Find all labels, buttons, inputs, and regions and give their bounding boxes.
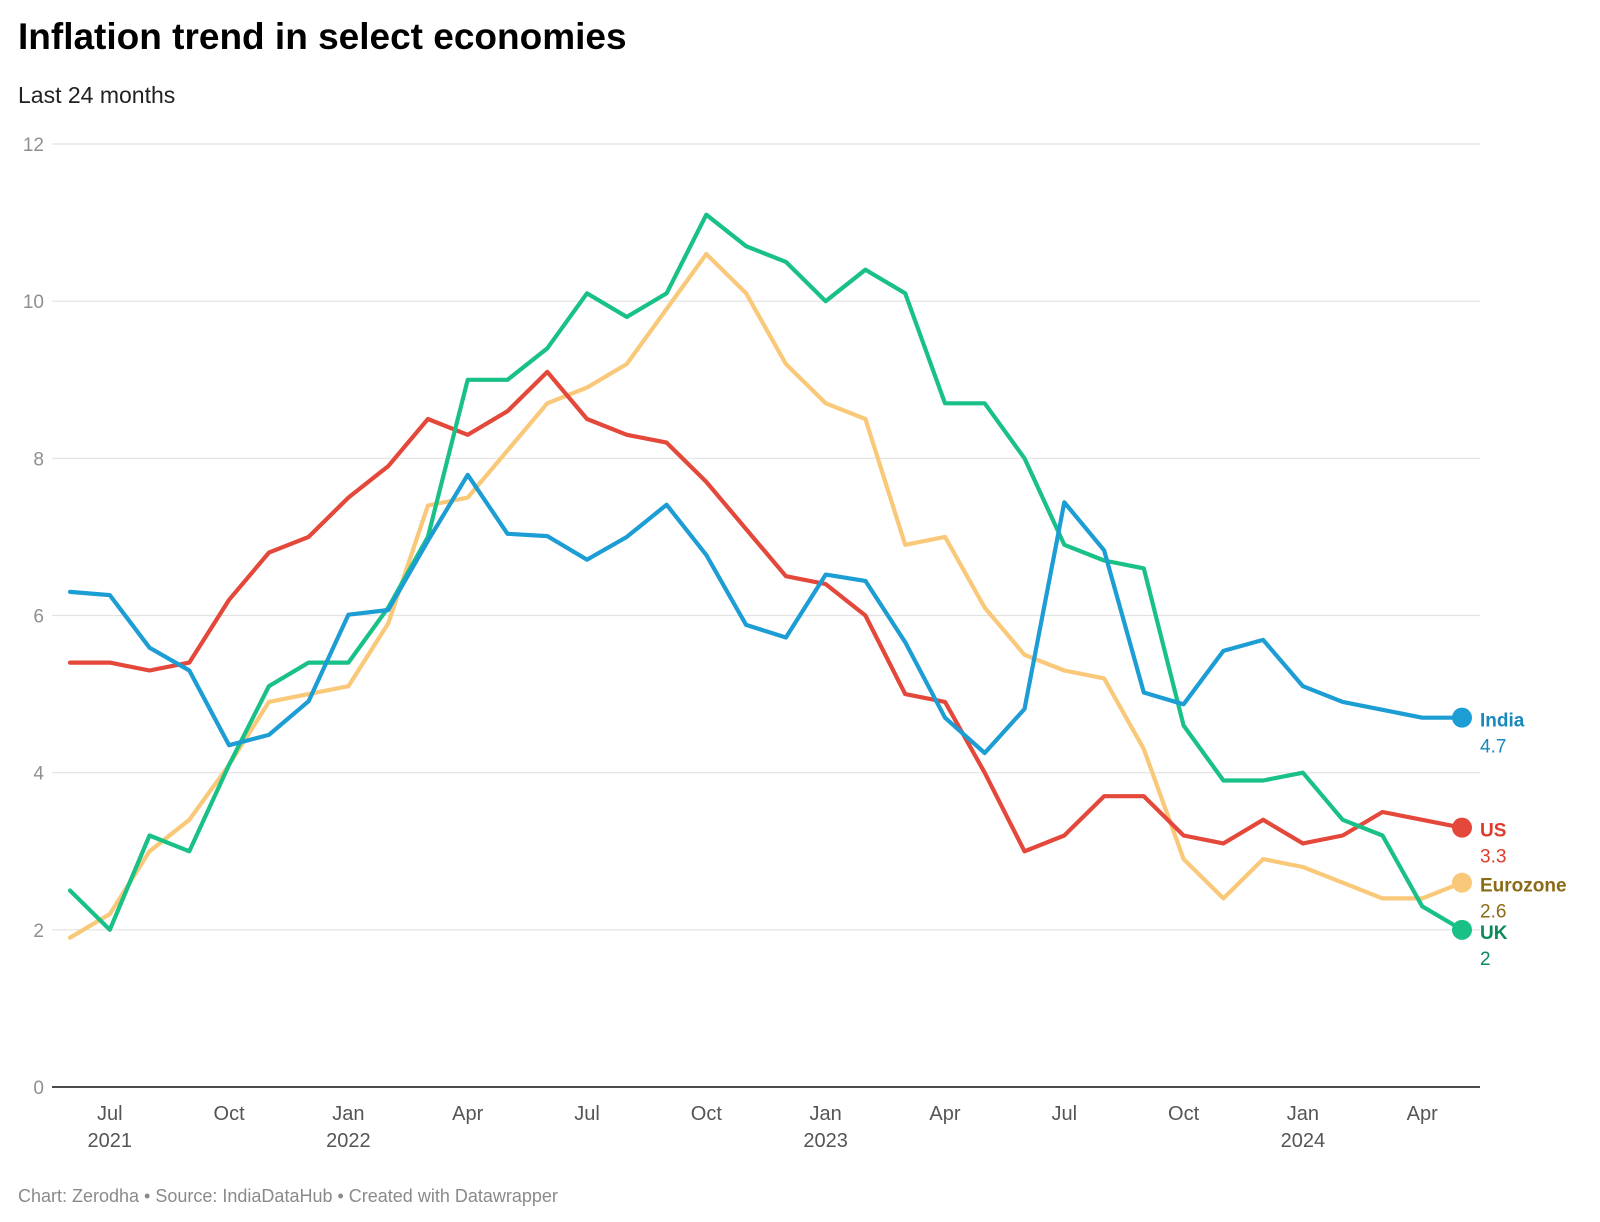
x-tick-label: Jul xyxy=(1051,1103,1077,1125)
x-tick-year: 2024 xyxy=(1281,1130,1326,1152)
end-label-uk: UK xyxy=(1480,923,1508,944)
x-tick-label: Jan xyxy=(332,1103,364,1125)
x-tick-year: 2022 xyxy=(326,1130,371,1152)
series-end-marker-uk xyxy=(1452,919,1472,940)
x-tick-label: Jan xyxy=(810,1103,842,1125)
chart-title: Inflation trend in select economies xyxy=(18,16,627,57)
end-label-eurozone: Eurozone xyxy=(1480,876,1567,897)
x-axis: Jul 2021 Oct Jan 2022 Apr Jul Oct Jan 2023 Apr Jul O… xyxy=(88,1103,1439,1152)
x-tick-label: Oct xyxy=(1168,1103,1200,1125)
end-value-eurozone: 2.6 xyxy=(1480,902,1506,923)
x-tick-year: 2023 xyxy=(803,1130,848,1152)
series-line-uk xyxy=(67,212,1465,932)
end-labels: Eurozone 2.6 US 3.3 UK 2 India 4.7 xyxy=(1480,711,1567,970)
series-line-eurozone xyxy=(67,251,1465,940)
grid-layer: 0 2 4 6 8 10 12 xyxy=(23,135,1480,1099)
end-value-us: 3.3 xyxy=(1480,847,1506,868)
series-end-marker-us xyxy=(1452,817,1472,838)
end-label-us: US xyxy=(1480,821,1506,842)
series-layer xyxy=(67,212,1472,940)
end-label-india: India xyxy=(1480,711,1525,732)
y-tick-label: 2 xyxy=(33,921,44,942)
x-tick-label: Jul xyxy=(574,1103,600,1125)
y-tick-label: 10 xyxy=(23,292,44,313)
x-tick-label: Apr xyxy=(1407,1103,1438,1125)
y-tick-label: 6 xyxy=(33,607,44,628)
x-tick-year: 2021 xyxy=(88,1130,133,1152)
series-line-us xyxy=(67,369,1465,854)
end-value-uk: 2 xyxy=(1480,949,1491,970)
series-end-marker-eurozone xyxy=(1452,872,1472,893)
chart-footer: Chart: Zerodha • Source: IndiaDataHub • … xyxy=(18,1186,558,1206)
y-tick-label: 8 xyxy=(33,449,44,470)
y-tick-label: 4 xyxy=(33,764,44,785)
x-tick-label: Oct xyxy=(214,1103,246,1125)
series-line-india xyxy=(67,472,1465,756)
chart-subtitle: Last 24 months xyxy=(18,82,176,108)
x-tick-label: Oct xyxy=(691,1103,723,1125)
x-tick-label: Jan xyxy=(1287,1103,1319,1125)
x-tick-label: Apr xyxy=(929,1103,960,1125)
y-tick-label: 0 xyxy=(33,1078,44,1099)
series-end-marker-india xyxy=(1452,707,1472,728)
x-tick-label: Jul xyxy=(97,1103,123,1125)
x-tick-label: Apr xyxy=(452,1103,483,1125)
end-value-india: 4.7 xyxy=(1480,737,1506,758)
y-tick-label: 12 xyxy=(23,135,44,156)
